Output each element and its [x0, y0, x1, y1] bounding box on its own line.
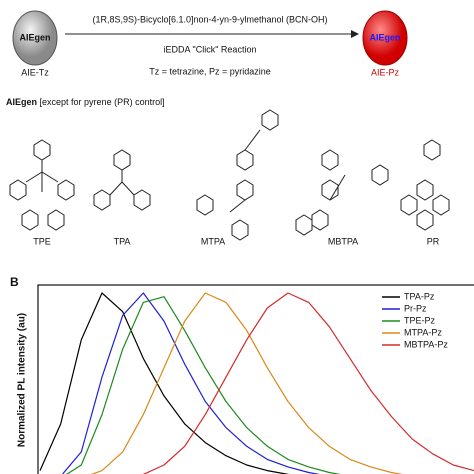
structures [9, 109, 450, 241]
legend-label: MBTPA-Pz [404, 339, 448, 349]
pl-curve [61, 292, 321, 474]
pl-curve [39, 292, 291, 474]
legend-label: MTPA-Pz [404, 327, 442, 337]
reactant-shape [12, 10, 58, 66]
product-core: AIEgen [369, 32, 400, 42]
product-label: AIE-Pz [371, 67, 400, 77]
aiegen-heading-line: AIEgen [except for pyrene (PR) control] [6, 97, 165, 107]
plot-frame [37, 284, 474, 474]
molecule-label: PR [427, 236, 440, 246]
aiegen-heading: AIEgen [6, 97, 37, 107]
legend-label: TPE-Pz [404, 315, 436, 325]
y-axis-label: Normalized PL intensity (au) [17, 313, 28, 447]
aiegen-note: [except for pyrene (PR) control] [40, 97, 165, 107]
molecule-label: MTPA [201, 236, 225, 246]
reaction: iEDDA "Click" Reaction [164, 44, 257, 54]
legend-label: Pr-Pz [404, 303, 427, 313]
abbreviations: Tz = tetrazine, Pz = pyridazine [149, 66, 271, 76]
molecule-label: TPE [33, 236, 51, 246]
reagent: (1R,8S,9S)-Bicyclo[6.1.0]non-4-yn-9-ylme… [92, 14, 327, 24]
reactant-label: AIE-Tz [21, 67, 49, 77]
panel-label: B [10, 275, 19, 289]
legend-label: TPA-Pz [404, 291, 435, 301]
molecule-label: MBTPA [328, 236, 358, 246]
reactant-core: AIEgen [19, 32, 50, 42]
molecule-label: TPA [114, 236, 131, 246]
product-shape [362, 10, 408, 66]
pl-curve [142, 292, 474, 474]
pl-curve [66, 296, 341, 474]
pl-curve [90, 292, 403, 474]
